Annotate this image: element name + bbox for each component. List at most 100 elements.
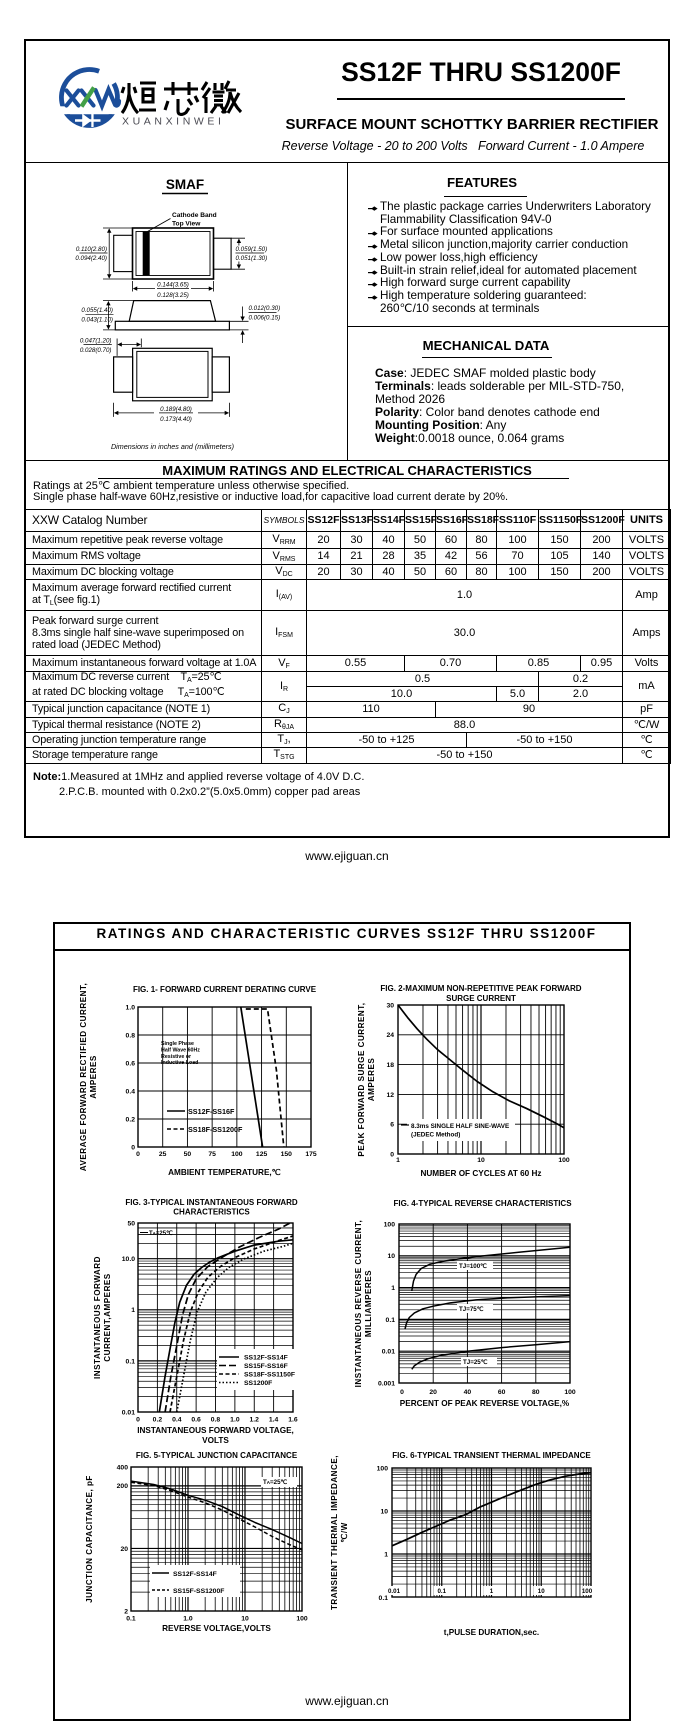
- svg-text:0.047(1.20): 0.047(1.20): [80, 338, 112, 345]
- svg-text:SS18F-SS1200F: SS18F-SS1200F: [188, 1125, 243, 1134]
- svg-text:60: 60: [498, 1389, 506, 1396]
- svg-text:0.189(4.80): 0.189(4.80): [160, 406, 192, 413]
- svg-text:(JEDEC Method): (JEDEC Method): [411, 1132, 460, 1139]
- svg-text:AVERAGE FORWARD RECTIFIED CURR: AVERAGE FORWARD RECTIFIED CURRENT,: [79, 983, 88, 1171]
- svg-text:0.094(2.40): 0.094(2.40): [75, 255, 107, 262]
- svg-text:SS1200F: SS1200F: [244, 1380, 272, 1387]
- svg-text:INSTANTANEOUS FORWARD: INSTANTANEOUS FORWARD: [93, 1256, 102, 1379]
- svg-text:TA=25℃: TA=25℃: [263, 1479, 288, 1486]
- svg-text:SS15F-SS1200F: SS15F-SS1200F: [173, 1588, 224, 1595]
- svg-text:0.1: 0.1: [386, 1317, 396, 1324]
- svg-text:1.4: 1.4: [269, 1417, 279, 1424]
- svg-text:0.001: 0.001: [378, 1380, 395, 1387]
- svg-text:175: 175: [305, 1151, 317, 1158]
- svg-text:6: 6: [390, 1122, 394, 1129]
- svg-text:CHARACTERISTICS: CHARACTERISTICS: [173, 1208, 250, 1217]
- svg-text:PEAK FORWARD SURGE CURRENT,: PEAK FORWARD SURGE CURRENT,: [357, 1002, 366, 1156]
- svg-text:JUNCTION CAPACITANCE, pF: JUNCTION CAPACITANCE, pF: [85, 1475, 94, 1603]
- svg-text:REVERSE VOLTAGE,VOLTS: REVERSE VOLTAGE,VOLTS: [162, 1624, 271, 1633]
- svg-text:FIG. 4-TYPICAL REVERSE CHARACT: FIG. 4-TYPICAL REVERSE CHARACTERISTICS: [393, 1199, 572, 1208]
- svg-text:8.3ms SINGLE HALF SINE-WAVE: 8.3ms SINGLE HALF SINE-WAVE: [411, 1123, 509, 1130]
- svg-text:Half Wave 60Hz: Half Wave 60Hz: [161, 1047, 200, 1053]
- svg-text:0: 0: [400, 1389, 404, 1396]
- svg-text:1.2: 1.2: [249, 1417, 259, 1424]
- svg-text:1: 1: [384, 1551, 388, 1558]
- svg-text:200: 200: [117, 1483, 129, 1490]
- svg-text:FIG. 2-MAXIMUM NON-REPETITIVE: FIG. 2-MAXIMUM NON-REPETITIVE PEAK FORWA…: [380, 984, 581, 993]
- svg-text:30: 30: [386, 1002, 394, 1009]
- svg-text:Resistive or: Resistive or: [161, 1054, 191, 1060]
- svg-text:100: 100: [558, 1157, 570, 1164]
- svg-text:0.2: 0.2: [153, 1417, 163, 1424]
- svg-text:XUANXINWEI: XUANXINWEI: [122, 116, 225, 128]
- svg-text:10: 10: [387, 1253, 395, 1260]
- svg-text:FIG. 6-TYPICAL TRANSIENT THERM: FIG. 6-TYPICAL TRANSIENT THERMAL IMPEDAN…: [392, 1451, 591, 1460]
- svg-text:t,PULSE DURATION,sec.: t,PULSE DURATION,sec.: [444, 1628, 539, 1637]
- svg-text:0.1: 0.1: [126, 1358, 136, 1365]
- svg-text:12: 12: [386, 1092, 394, 1099]
- svg-text:PERCENT OF PEAK REVERSE VOLTAG: PERCENT OF PEAK REVERSE VOLTAGE,%: [400, 1399, 570, 1408]
- svg-text:INSTANTANEOUS FORWARD VOLTAGE,: INSTANTANEOUS FORWARD VOLTAGE,: [137, 1426, 294, 1435]
- svg-text:24: 24: [386, 1032, 394, 1039]
- svg-text:0.8: 0.8: [211, 1417, 221, 1424]
- svg-text:0.6: 0.6: [191, 1417, 201, 1424]
- svg-text:100: 100: [582, 1588, 593, 1595]
- svg-text:80: 80: [532, 1389, 540, 1396]
- svg-text:0.055(1.40): 0.055(1.40): [81, 307, 113, 314]
- svg-text:AMPERES: AMPERES: [89, 1055, 98, 1099]
- svg-text:100: 100: [296, 1616, 308, 1623]
- svg-text:FIG. 1- FORWARD CURRENT DERATI: FIG. 1- FORWARD CURRENT DERATING CURVE: [133, 985, 317, 994]
- svg-text:TJ=75℃: TJ=75℃: [459, 1306, 484, 1313]
- svg-text:0.01: 0.01: [382, 1349, 395, 1356]
- svg-text:0.012(0.30): 0.012(0.30): [249, 305, 281, 312]
- svg-text:TA=25℃: TA=25℃: [149, 1230, 173, 1237]
- svg-text:SS12F-SS14F: SS12F-SS14F: [244, 1355, 288, 1362]
- svg-text:VOLTS: VOLTS: [202, 1436, 229, 1445]
- svg-text:0.051(1.30): 0.051(1.30): [236, 255, 268, 262]
- svg-text:1.6: 1.6: [288, 1417, 298, 1424]
- svg-text:0: 0: [136, 1417, 140, 1424]
- svg-text:NUMBER OF CYCLES AT 60 Hz: NUMBER OF CYCLES AT 60 Hz: [420, 1169, 541, 1178]
- svg-text:0.059(1.50): 0.059(1.50): [236, 246, 268, 253]
- svg-text:25: 25: [159, 1151, 167, 1158]
- svg-text:0.144(3.65): 0.144(3.65): [157, 282, 189, 289]
- svg-text:400: 400: [117, 1464, 129, 1471]
- svg-text:50: 50: [184, 1151, 192, 1158]
- svg-text:18: 18: [386, 1062, 394, 1069]
- svg-text:0.1: 0.1: [126, 1616, 136, 1623]
- svg-text:50: 50: [127, 1220, 135, 1227]
- svg-text:20: 20: [120, 1546, 128, 1553]
- svg-text:0.8: 0.8: [126, 1032, 136, 1039]
- svg-text:0.028(0.70): 0.028(0.70): [80, 347, 112, 354]
- svg-text:1: 1: [490, 1588, 494, 1595]
- svg-text:0.4: 0.4: [172, 1417, 182, 1424]
- svg-text:0.1: 0.1: [437, 1588, 446, 1595]
- svg-text:MILLIAMPERES: MILLIAMPERES: [364, 1270, 373, 1337]
- svg-text:10: 10: [380, 1508, 388, 1515]
- svg-text:40: 40: [464, 1389, 472, 1396]
- svg-text:10: 10: [241, 1616, 249, 1623]
- svg-text:FIG. 3-TYPICAL INSTANTANEOUS F: FIG. 3-TYPICAL INSTANTANEOUS FORWARD: [125, 1198, 298, 1207]
- svg-text:℃/W: ℃/W: [340, 1522, 349, 1542]
- svg-text:SMAF: SMAF: [166, 177, 204, 192]
- svg-text:1.0: 1.0: [230, 1417, 240, 1424]
- svg-text:FIG. 5-TYPICAL JUNCTION CAPACI: FIG. 5-TYPICAL JUNCTION CAPACITANCE: [136, 1451, 298, 1460]
- svg-text:1: 1: [131, 1307, 135, 1314]
- svg-text:10: 10: [477, 1157, 485, 1164]
- svg-text:0.4: 0.4: [126, 1088, 136, 1095]
- svg-text:Top View: Top View: [172, 221, 201, 228]
- svg-text:0.173(4.40): 0.173(4.40): [160, 416, 192, 423]
- svg-text:10: 10: [538, 1588, 545, 1595]
- svg-text:SS12F-SS14F: SS12F-SS14F: [173, 1571, 217, 1578]
- svg-text:Single Phase: Single Phase: [161, 1041, 194, 1047]
- svg-text:Inductive Load: Inductive Load: [161, 1060, 198, 1066]
- svg-text:SS12F-SS16F: SS12F-SS16F: [188, 1107, 235, 1116]
- svg-text:125: 125: [256, 1151, 268, 1158]
- svg-text:Cathode Band: Cathode Band: [172, 212, 217, 219]
- svg-text:0: 0: [131, 1144, 135, 1151]
- svg-text:INSTANTANEOUS REVERSE CURRENT,: INSTANTANEOUS REVERSE CURRENT,: [354, 1220, 363, 1388]
- svg-text:SS18F-SS1150F: SS18F-SS1150F: [244, 1372, 295, 1379]
- svg-text:TJ=100℃: TJ=100℃: [459, 1263, 487, 1270]
- svg-text:0.128(3.25): 0.128(3.25): [157, 292, 189, 299]
- svg-text:150: 150: [281, 1151, 293, 1158]
